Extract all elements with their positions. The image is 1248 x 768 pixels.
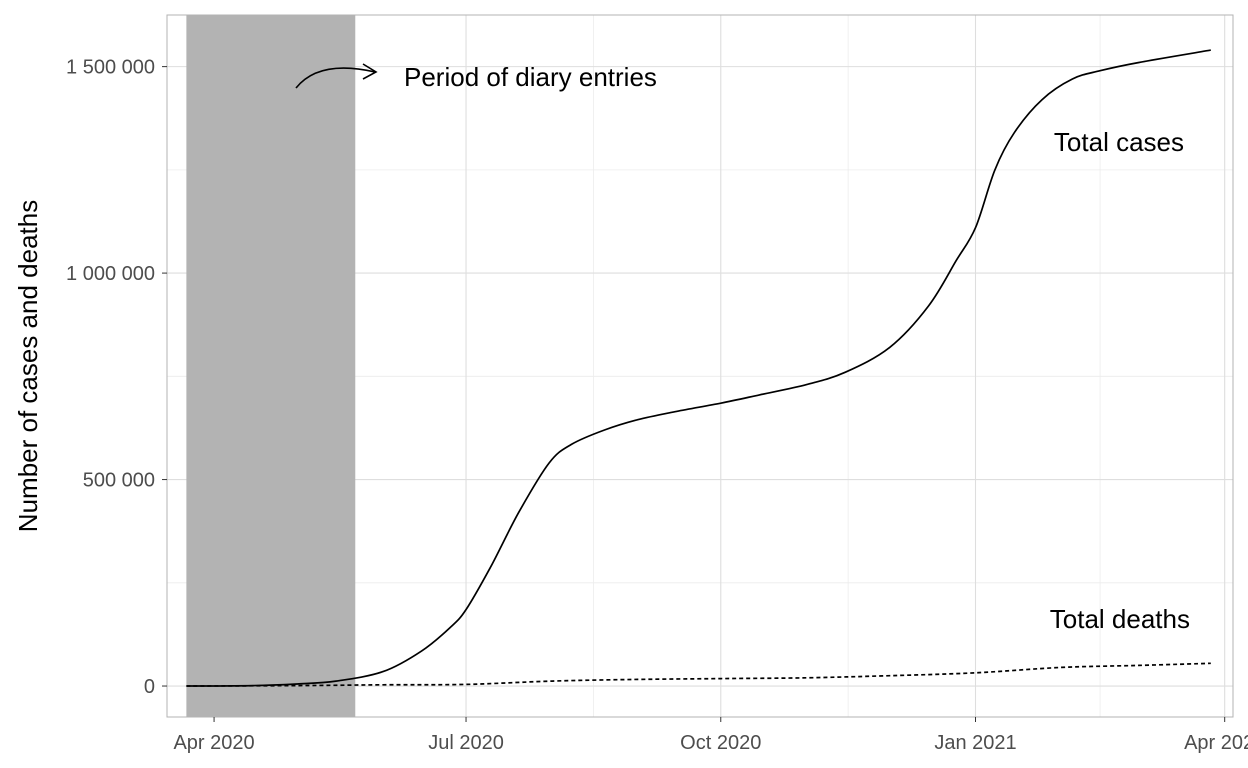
y-tick-label: 1 000 000 bbox=[66, 263, 155, 285]
total-cases-label: Total cases bbox=[1054, 127, 1184, 157]
total-deaths-label: Total deaths bbox=[1050, 604, 1190, 634]
x-tick-label: Apr 2020 bbox=[173, 732, 254, 754]
arrow-head-icon bbox=[362, 63, 378, 80]
x-tick-label: Jan 2021 bbox=[934, 732, 1016, 754]
x-tick-label: Jul 2020 bbox=[428, 732, 504, 754]
panel-border bbox=[166, 14, 1234, 718]
axis-ticks: 0 500 000 1 000 000 1 500 000 Apr 2020 Jul 20… bbox=[66, 57, 1248, 754]
series-line-deaths bbox=[186, 662, 1211, 687]
diary-period-shading bbox=[186, 15, 356, 717]
y-axis-title: Number of cases and deaths bbox=[13, 200, 43, 532]
curved-arrow-icon bbox=[295, 67, 376, 89]
y-tick-label: 0 bbox=[144, 676, 155, 698]
series-lines bbox=[186, 49, 1211, 687]
y-tick-label: 1 500 000 bbox=[66, 57, 155, 79]
series-line-cases bbox=[186, 49, 1211, 687]
diary-period-rect bbox=[186, 15, 356, 717]
x-tick-label: Apr 2021 bbox=[1184, 732, 1248, 754]
annotations: Period of diary entries Total cases Tota… bbox=[295, 62, 1190, 634]
x-tick-label: Oct 2020 bbox=[680, 732, 761, 754]
y-tick-label: 500 000 bbox=[83, 470, 155, 492]
diary-period-label: Period of diary entries bbox=[404, 62, 657, 92]
